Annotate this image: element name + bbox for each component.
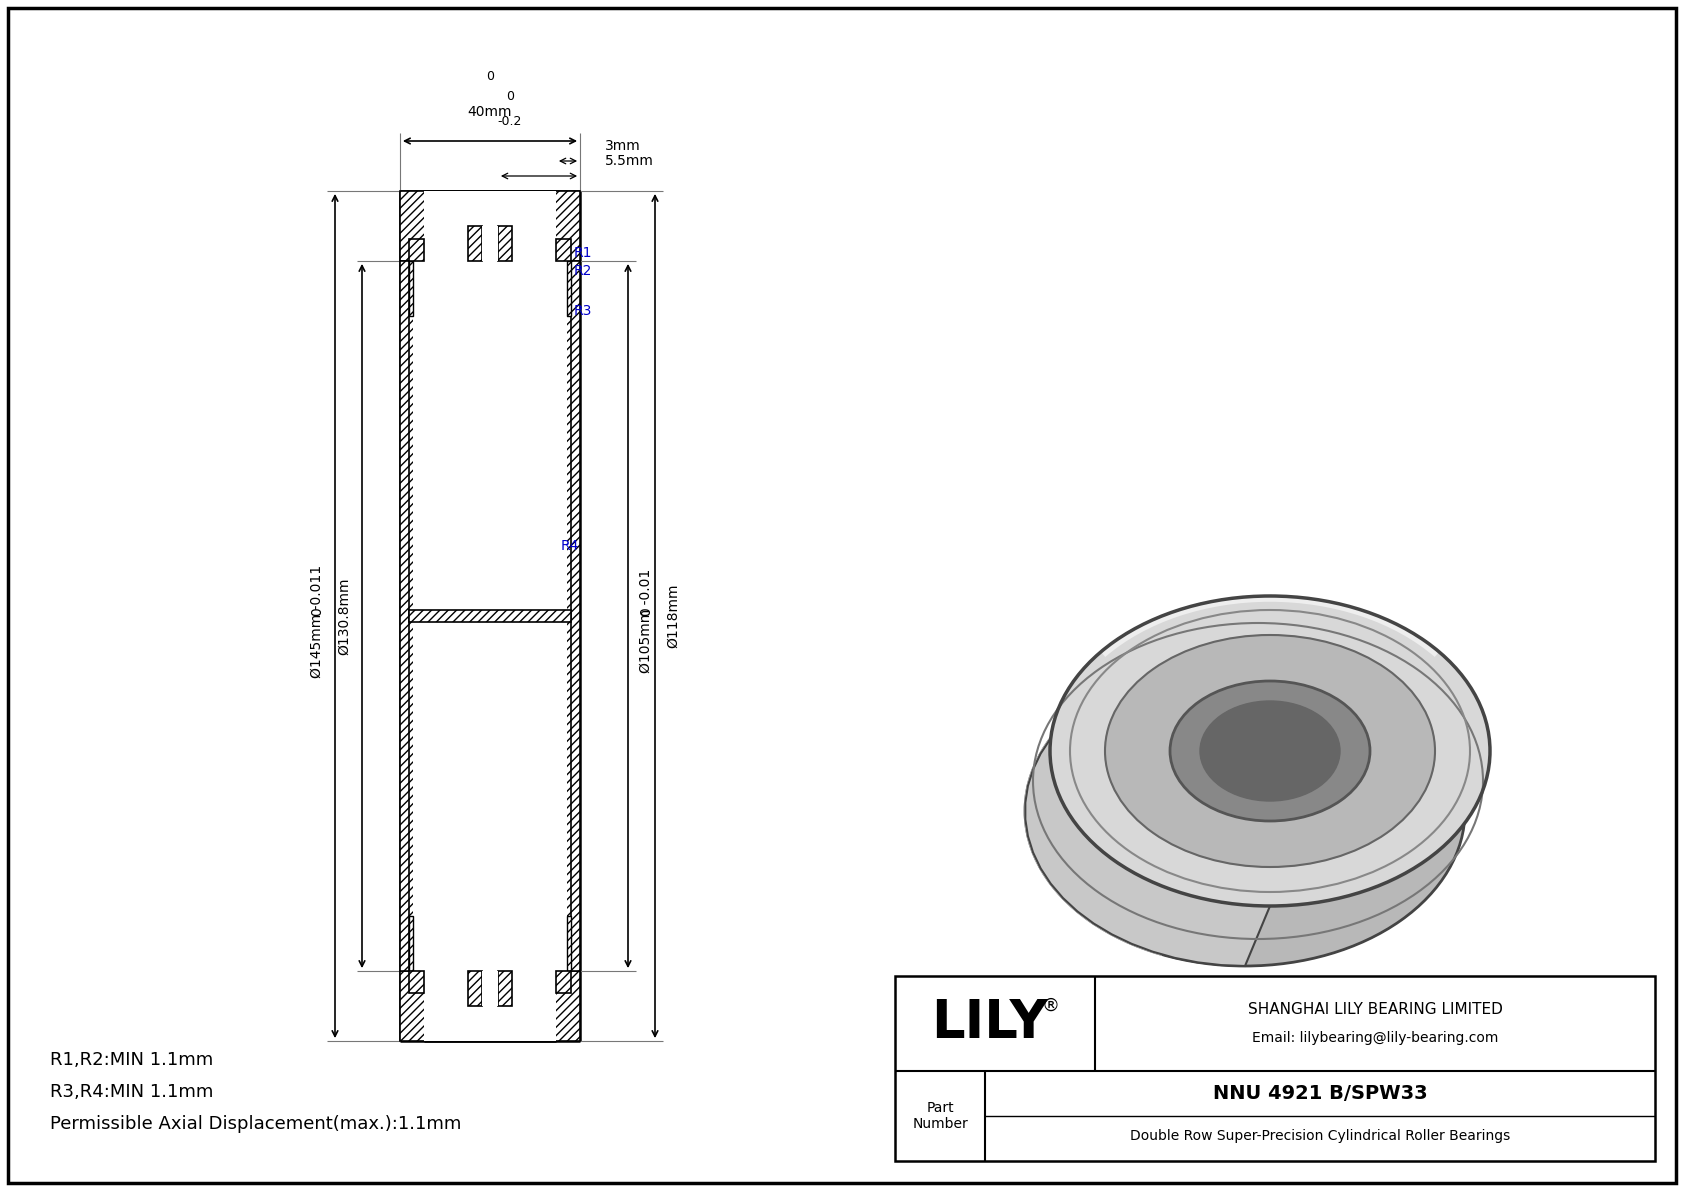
Ellipse shape (1201, 701, 1340, 802)
Bar (424, 191, 556, 1041)
Bar (498, 226, 512, 261)
Text: R4: R4 (561, 540, 579, 553)
Text: Permissible Axial Displacement(max.):1.1mm: Permissible Axial Displacement(max.):1.1… (51, 1115, 461, 1133)
Ellipse shape (1026, 656, 1465, 966)
Text: Ø130.8mm: Ø130.8mm (337, 578, 350, 655)
Bar (468, 971, 482, 1006)
Text: Email: lilybearing@lily-bearing.com: Email: lilybearing@lily-bearing.com (1251, 1030, 1499, 1045)
Ellipse shape (1170, 681, 1371, 821)
Text: ®: ® (1041, 997, 1059, 1015)
Bar (401, 261, 413, 971)
Bar (401, 191, 579, 261)
Text: 40mm: 40mm (468, 105, 512, 119)
Bar (482, 971, 498, 1006)
Bar (568, 916, 571, 971)
Bar (482, 226, 498, 261)
Bar (409, 971, 424, 993)
Text: R1,R2:MIN 1.1mm: R1,R2:MIN 1.1mm (51, 1050, 214, 1070)
Bar (894, 975, 1655, 1161)
Text: R3: R3 (574, 304, 593, 318)
Ellipse shape (1105, 635, 1435, 867)
Text: Ø105mm -0.01: Ø105mm -0.01 (638, 569, 653, 673)
Text: 0: 0 (310, 607, 323, 616)
Bar (556, 261, 571, 971)
Text: R2: R2 (574, 264, 593, 278)
Text: 0: 0 (638, 607, 653, 616)
Text: R1: R1 (574, 247, 593, 260)
Bar (413, 261, 568, 971)
Bar (409, 610, 571, 622)
Bar (409, 261, 413, 316)
Text: Double Row Super-Precision Cylindrical Roller Bearings: Double Row Super-Precision Cylindrical R… (1130, 1129, 1511, 1143)
Text: 0: 0 (487, 70, 493, 83)
Bar (409, 261, 424, 971)
Bar (409, 916, 413, 971)
Bar (468, 226, 482, 261)
Text: Ø145mm -0.011: Ø145mm -0.011 (310, 565, 323, 678)
Bar (568, 261, 571, 316)
Bar (424, 261, 556, 971)
Text: Ø118mm: Ø118mm (665, 584, 680, 648)
Text: 3mm: 3mm (605, 139, 640, 152)
Text: Part
Number: Part Number (913, 1100, 968, 1131)
Bar (401, 971, 579, 1041)
Text: LILY: LILY (931, 998, 1049, 1049)
Bar (409, 239, 424, 261)
Bar (556, 239, 571, 261)
Bar (556, 971, 571, 993)
Text: NNU 4921 B/SPW33: NNU 4921 B/SPW33 (1212, 1084, 1428, 1103)
Ellipse shape (1051, 596, 1490, 906)
Polygon shape (1026, 596, 1270, 966)
Text: SHANGHAI LILY BEARING LIMITED: SHANGHAI LILY BEARING LIMITED (1248, 1002, 1502, 1017)
Bar (498, 971, 512, 1006)
Text: 0: 0 (505, 91, 514, 102)
Text: R3,R4:MIN 1.1mm: R3,R4:MIN 1.1mm (51, 1083, 214, 1100)
Text: -0.2: -0.2 (498, 116, 522, 127)
Text: 5.5mm: 5.5mm (605, 154, 653, 168)
Bar (568, 261, 579, 971)
